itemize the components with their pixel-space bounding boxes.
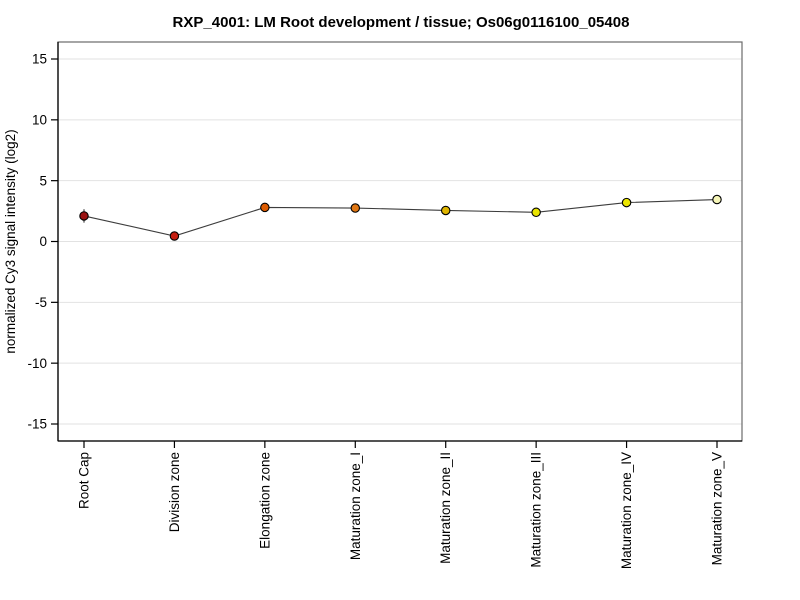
data-point xyxy=(260,202,270,213)
series-line xyxy=(83,198,718,237)
x-tick-label: Maturation zone_II xyxy=(438,452,453,564)
x-tick-label: Maturation zone_V xyxy=(710,452,725,565)
y-tick-label: 10 xyxy=(32,113,47,128)
chart-title: RXP_4001: LM Root development / tissue; … xyxy=(173,14,630,31)
x-tick-label: Maturation zone_III xyxy=(529,452,544,568)
y-axis-label: normalized Cy3 signal intensity (log2) xyxy=(3,129,18,353)
y-tick-label: -5 xyxy=(35,295,47,310)
plot-area: -15 -10 -5 0 5 10 15 Root Cap Division zone Elong… xyxy=(27,41,743,569)
y-tick-label: 15 xyxy=(32,52,47,67)
data-point xyxy=(621,197,632,208)
data-point xyxy=(531,207,541,218)
y-tick-label: 5 xyxy=(39,173,47,188)
data-point xyxy=(440,205,451,216)
y-tick-label: 0 xyxy=(39,234,47,249)
y-tick-label: -15 xyxy=(27,417,47,432)
y-tick-label: -10 xyxy=(27,356,47,371)
data-point xyxy=(79,211,89,221)
data-point xyxy=(169,231,180,241)
data-point xyxy=(350,203,361,213)
x-tick-label: Maturation zone_I xyxy=(348,452,363,560)
x-tick-label: Elongation zone xyxy=(257,452,272,549)
x-tick-label: Maturation zone_IV xyxy=(619,452,634,569)
x-tick-label: Division zone xyxy=(167,452,182,532)
x-tick-label: Root Cap xyxy=(77,452,92,509)
data-point xyxy=(712,194,722,205)
